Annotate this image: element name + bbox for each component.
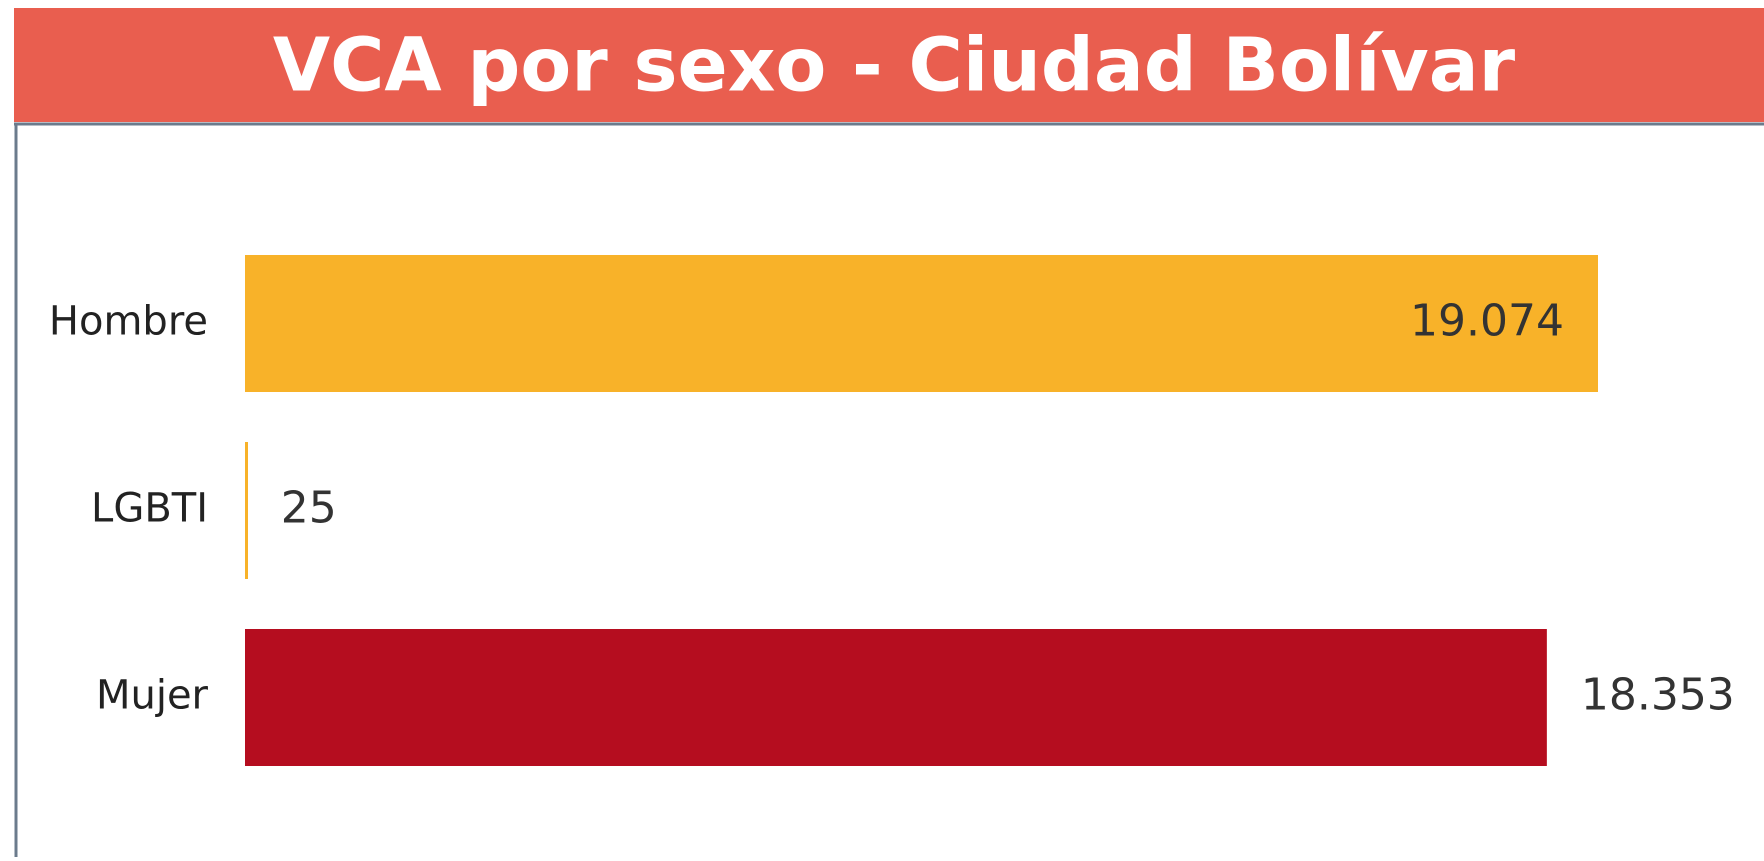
category-label: Mujer [96, 673, 209, 719]
category-label: Hombre [49, 299, 208, 345]
value-label: 18.353 [1581, 670, 1735, 721]
header-bar [14, 8, 1764, 122]
value-label: 19.074 [1410, 296, 1564, 347]
bar [245, 629, 1547, 766]
category-label: LGBTI [91, 486, 208, 532]
bar [245, 442, 248, 579]
bar [245, 255, 1598, 392]
value-label: 25 [281, 483, 337, 534]
chart-title: VCA por sexo - Ciudad Bolívar [273, 23, 1516, 109]
